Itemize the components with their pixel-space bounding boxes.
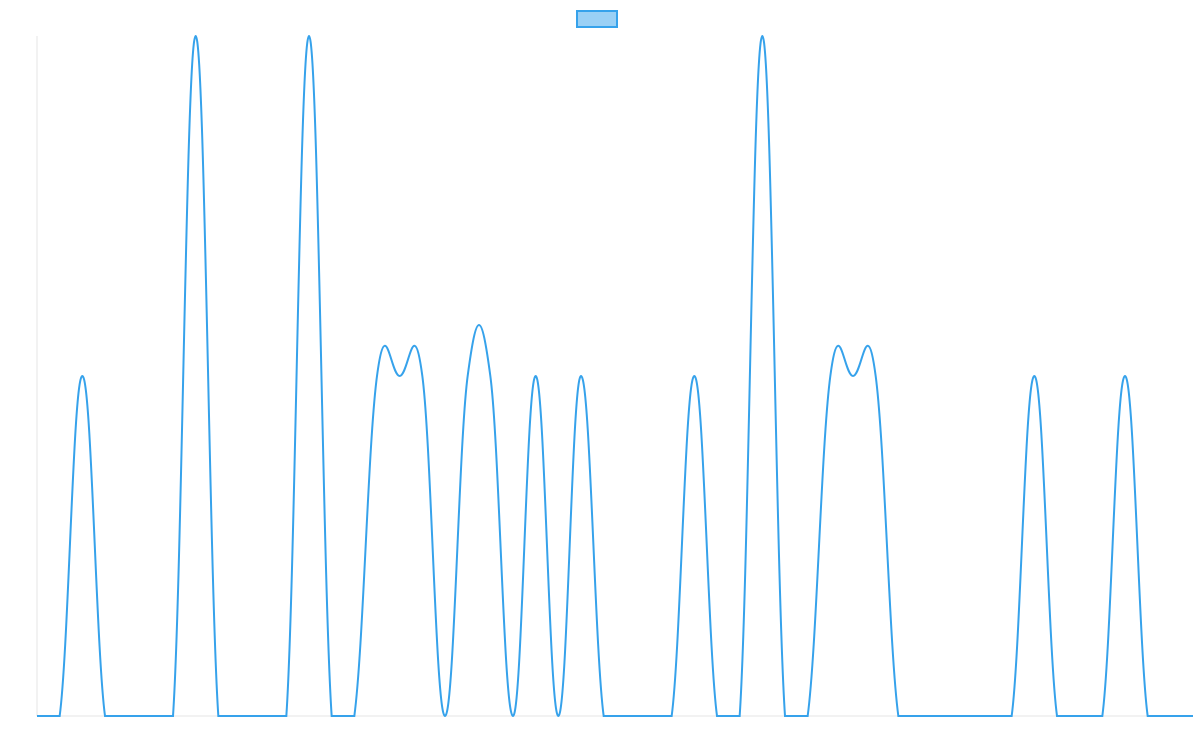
data-point[interactable] bbox=[646, 713, 652, 719]
data-point[interactable] bbox=[601, 713, 607, 719]
legend bbox=[0, 10, 1200, 28]
data-point[interactable] bbox=[34, 713, 40, 719]
data-point[interactable] bbox=[215, 713, 221, 719]
data-point[interactable] bbox=[351, 713, 357, 719]
data-point[interactable] bbox=[102, 713, 108, 719]
data-point[interactable] bbox=[555, 713, 561, 719]
data-point[interactable] bbox=[669, 713, 675, 719]
data-point[interactable] bbox=[1145, 713, 1151, 719]
data-point[interactable] bbox=[125, 713, 131, 719]
data-point[interactable] bbox=[1099, 713, 1105, 719]
data-point[interactable] bbox=[487, 373, 493, 379]
data-point[interactable] bbox=[805, 713, 811, 719]
data-point[interactable] bbox=[170, 713, 176, 719]
data-point[interactable] bbox=[329, 713, 335, 719]
data-point[interactable] bbox=[1077, 713, 1083, 719]
data-point[interactable] bbox=[147, 713, 153, 719]
data-point[interactable] bbox=[261, 713, 267, 719]
data-point[interactable] bbox=[193, 33, 199, 39]
data-point[interactable] bbox=[873, 373, 879, 379]
legend-swatch bbox=[576, 10, 618, 28]
data-point[interactable] bbox=[1190, 713, 1196, 719]
data-point[interactable] bbox=[578, 373, 584, 379]
data-point[interactable] bbox=[57, 713, 63, 719]
data-point[interactable] bbox=[79, 373, 85, 379]
data-point[interactable] bbox=[714, 713, 720, 719]
data-point[interactable] bbox=[510, 713, 516, 719]
data-point[interactable] bbox=[306, 33, 312, 39]
data-point[interactable] bbox=[1167, 713, 1173, 719]
data-point[interactable] bbox=[1054, 713, 1060, 719]
data-point[interactable] bbox=[782, 713, 788, 719]
data-point[interactable] bbox=[533, 373, 539, 379]
data-point[interactable] bbox=[918, 713, 924, 719]
series-line bbox=[37, 34, 1193, 718]
data-point[interactable] bbox=[963, 713, 969, 719]
data-point[interactable] bbox=[986, 713, 992, 719]
data-point[interactable] bbox=[737, 713, 743, 719]
data-point[interactable] bbox=[827, 373, 833, 379]
data-point[interactable] bbox=[442, 713, 448, 719]
data-point[interactable] bbox=[419, 373, 425, 379]
data-point[interactable] bbox=[1031, 373, 1037, 379]
data-point[interactable] bbox=[759, 33, 765, 39]
data-point[interactable] bbox=[1009, 713, 1015, 719]
data-point[interactable] bbox=[941, 713, 947, 719]
data-point[interactable] bbox=[623, 713, 629, 719]
data-point[interactable] bbox=[691, 373, 697, 379]
data-point[interactable] bbox=[374, 373, 380, 379]
legend-item[interactable] bbox=[576, 10, 624, 28]
data-point[interactable] bbox=[850, 373, 856, 379]
data-point[interactable] bbox=[283, 713, 289, 719]
data-point[interactable] bbox=[895, 713, 901, 719]
data-point[interactable] bbox=[465, 373, 471, 379]
data-point[interactable] bbox=[1122, 373, 1128, 379]
data-point[interactable] bbox=[397, 373, 403, 379]
data-point[interactable] bbox=[238, 713, 244, 719]
